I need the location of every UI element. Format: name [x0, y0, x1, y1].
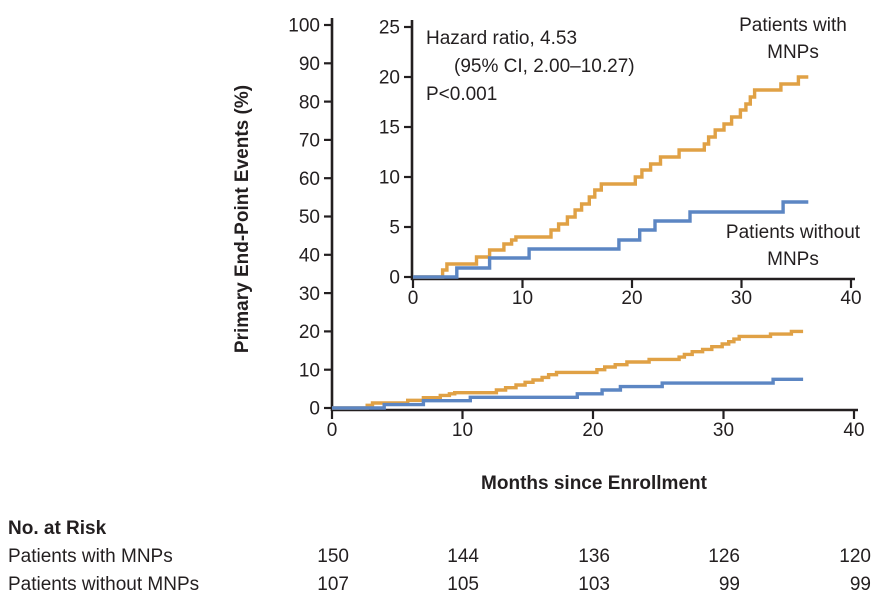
series-label-with-mnps-line2: MNPs [767, 42, 819, 63]
risk-table-row-without-mnps: Patients without MNPs 107 105 103 99 99 [0, 574, 882, 600]
without-mnps-curve-main [332, 377, 804, 410]
main-y-tick-label: 50 [299, 207, 320, 228]
risk-value: 103 [578, 574, 610, 595]
inset-y-tick-label: 20 [379, 68, 400, 89]
inset-y-tick-label: 15 [379, 118, 400, 139]
hazard-ratio-line: Hazard ratio, 4.53 [426, 28, 578, 49]
risk-value: 150 [317, 546, 349, 567]
main-y-tick-label: 40 [299, 245, 320, 266]
inset-y-tick-label: 5 [389, 218, 400, 239]
series-label-without-mnps: Patients without MNPs [700, 219, 882, 273]
main-y-tick-label: 80 [299, 92, 320, 113]
main-y-tick-label: 10 [299, 360, 320, 381]
confidence-interval-line: (95% CI, 2.00–10.27) [454, 56, 635, 77]
inset-x-tick-label: 40 [840, 288, 861, 309]
inset-x-tick-label: 30 [731, 288, 752, 309]
hazard-ratio-annotation: Hazard ratio, 4.53 (95% CI, 2.00–10.27) … [426, 25, 635, 109]
main-y-tick-label: 70 [299, 131, 320, 152]
risk-row-label: Patients with MNPs [8, 546, 173, 567]
main-y-tick-label: 60 [299, 169, 320, 190]
main-y-tick-label: 0 [309, 399, 320, 420]
risk-value: 126 [708, 546, 740, 567]
inset-x-tick-label: 10 [512, 288, 533, 309]
risk-value: 136 [578, 546, 610, 567]
main-x-tick-label: 40 [843, 420, 864, 441]
risk-value: 105 [447, 574, 479, 595]
series-label-without-mnps-line1: Patients without [725, 222, 861, 243]
with-mnps-curve-inset [413, 75, 809, 279]
series-label-with-mnps: Patients with MNPs [700, 12, 882, 66]
risk-table-title: No. at Risk [8, 518, 107, 539]
risk-value: 99 [849, 574, 871, 595]
main-y-tick-label: 20 [299, 322, 320, 343]
risk-row-label: Patients without MNPs [8, 574, 200, 595]
main-x-tick-label: 30 [713, 420, 734, 441]
main-y-tick-label: 30 [299, 284, 320, 305]
main-x-tick-label: 0 [327, 420, 338, 441]
series-label-without-mnps-line2: MNPs [767, 249, 819, 270]
main-x-tick-label: 10 [452, 420, 473, 441]
risk-value: 144 [447, 546, 479, 567]
risk-value: 99 [718, 574, 740, 595]
x-axis-title: Months since Enrollment [481, 473, 707, 494]
p-value-line: P<0.001 [426, 84, 498, 105]
risk-value: 120 [839, 546, 871, 567]
main-x-tick-label: 20 [582, 420, 603, 441]
inset-y-tick-label: 0 [389, 268, 400, 289]
main-y-tick-label: 100 [288, 16, 320, 37]
risk-table-row-with-mnps: Patients with MNPs 150 144 136 126 120 [0, 546, 882, 572]
series-label-with-mnps-line1: Patients with [739, 15, 847, 36]
with-mnps-curve-main [332, 329, 804, 410]
inset-y-tick-label: 25 [379, 18, 400, 39]
without-mnps-curve-inset [413, 200, 809, 279]
inset-x-tick-label: 0 [408, 288, 419, 309]
inset-x-tick-label: 20 [621, 288, 642, 309]
main-y-tick-label: 90 [299, 54, 320, 75]
risk-value: 107 [317, 574, 349, 595]
inset-y-tick-label: 10 [379, 168, 400, 189]
y-axis-title: Primary End-Point Events (%) [232, 84, 253, 354]
